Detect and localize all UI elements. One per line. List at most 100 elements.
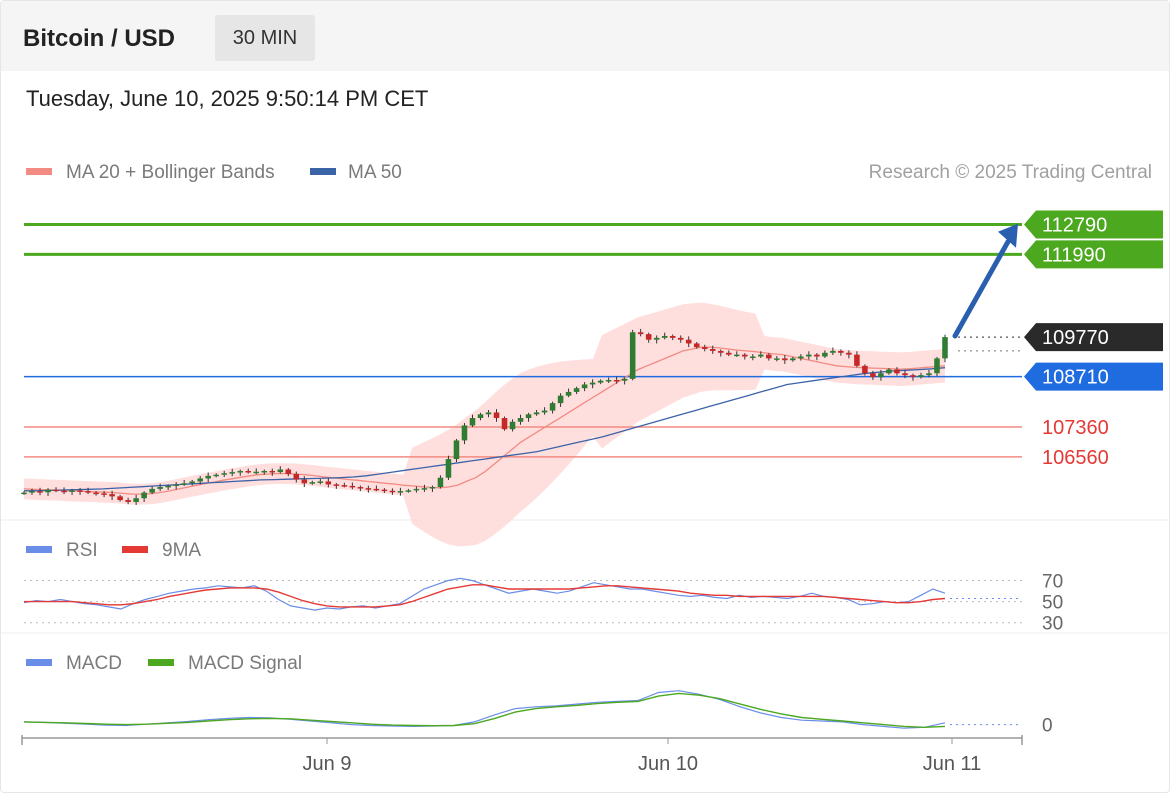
candle-body — [101, 493, 107, 495]
candle-body — [397, 491, 404, 493]
legend-9ma-label: 9MA — [162, 540, 201, 561]
candle-body — [573, 388, 580, 392]
candle-body — [918, 375, 924, 378]
candle-body — [45, 489, 51, 493]
candle-body — [605, 379, 612, 382]
x-tick-label: Jun 9 — [303, 753, 352, 775]
candle-body — [413, 488, 420, 491]
candle-body — [173, 484, 179, 486]
candle-body — [894, 369, 900, 374]
candle-body — [349, 485, 356, 488]
header-bar: Bitcoin / USD 30 MIN — [1, 1, 1169, 71]
candle-body — [822, 352, 828, 357]
candle-body — [381, 489, 388, 492]
candle-body — [389, 490, 396, 493]
candle-body — [742, 354, 748, 357]
legend-macd-label: MACD — [66, 653, 122, 674]
candle-body — [245, 470, 252, 473]
level-label-111990: 111990 — [1042, 244, 1106, 266]
legend-macd-swatch — [26, 659, 52, 666]
level-tag-112790: 112790 — [1024, 210, 1163, 239]
candle-body — [838, 350, 844, 353]
candle-body — [910, 375, 916, 378]
candle-body — [701, 347, 708, 350]
research-credit: Research © 2025 Trading Central — [869, 162, 1152, 183]
candle-body — [269, 470, 276, 473]
candle-body — [862, 365, 868, 374]
candle-body — [814, 354, 820, 357]
candle-body — [525, 414, 532, 419]
candle-body — [501, 418, 508, 430]
legend-ma20-swatch — [26, 168, 52, 175]
candle-body — [261, 470, 268, 473]
candle-body — [557, 395, 564, 404]
candle-body — [29, 491, 35, 493]
level-tag-bg-108710 — [1024, 362, 1163, 391]
legend-macd-signal-label: MACD Signal — [188, 653, 302, 674]
candle-body — [693, 343, 700, 348]
legend-ma20-label: MA 20 + Bollinger Bands — [66, 162, 275, 183]
candle-body — [309, 482, 316, 484]
candle-body — [846, 352, 852, 355]
rsi-level-label-30: 30 — [1042, 614, 1063, 635]
candle-body — [902, 373, 908, 376]
candle-body — [85, 491, 91, 493]
candle-body — [477, 414, 484, 419]
candle-body — [133, 498, 139, 502]
candle-body — [181, 483, 187, 485]
candle-body — [445, 459, 452, 478]
candle-body — [437, 477, 444, 488]
candle-body — [109, 494, 115, 497]
candle-body — [717, 350, 724, 353]
candle-body — [661, 335, 668, 338]
level-tag-108710: 108710 — [1024, 362, 1163, 391]
level-tag-bg-112790 — [1024, 210, 1163, 239]
candle-body — [341, 485, 348, 487]
candle-body — [830, 350, 836, 353]
candle-body — [53, 489, 59, 492]
candle-body — [373, 488, 380, 491]
candle-body — [293, 473, 300, 480]
candle-body — [758, 354, 764, 357]
candle-body — [213, 474, 219, 477]
level-label-109770: 109770 — [1042, 327, 1109, 349]
rsi-line — [23, 577, 946, 611]
level-label-106560: 106560 — [1042, 447, 1109, 469]
candle-body — [485, 412, 492, 415]
macd-zero-label: 0 — [1042, 716, 1053, 737]
candle-body — [750, 356, 756, 358]
legend-rsi-swatch — [26, 546, 52, 553]
candle-body — [237, 470, 244, 473]
candle-body — [325, 481, 332, 485]
legend-rsi-label: RSI — [66, 540, 98, 561]
candle-body — [597, 380, 604, 383]
candle-body — [733, 354, 740, 357]
x-tick-label: Jun 11 — [923, 753, 982, 775]
candle-body — [333, 484, 340, 486]
candle-body — [301, 479, 308, 484]
candle-body — [165, 485, 171, 488]
candle-body — [709, 349, 716, 351]
candle-body — [69, 490, 75, 492]
candle-body — [854, 354, 860, 366]
candle-body — [253, 471, 260, 474]
candle-body — [549, 403, 556, 411]
candle-body — [509, 421, 516, 430]
level-tag-111990: 111990 — [1024, 240, 1163, 269]
candle-body — [541, 410, 548, 413]
candle-body — [934, 358, 940, 374]
ma20-line — [23, 346, 946, 495]
legend-ma50-swatch — [310, 168, 336, 175]
candle-body — [429, 487, 436, 489]
candle-body — [669, 335, 676, 338]
candle-body — [469, 418, 476, 426]
candle-body — [886, 369, 892, 374]
candle-body — [229, 472, 236, 474]
candle-body — [645, 334, 652, 340]
legend-ma50-label: MA 50 — [348, 162, 402, 183]
candle-body — [629, 332, 636, 379]
interval-badge[interactable]: 30 MIN — [215, 15, 315, 61]
level-label-107360: 107360 — [1042, 417, 1109, 439]
candle-body — [21, 492, 27, 495]
